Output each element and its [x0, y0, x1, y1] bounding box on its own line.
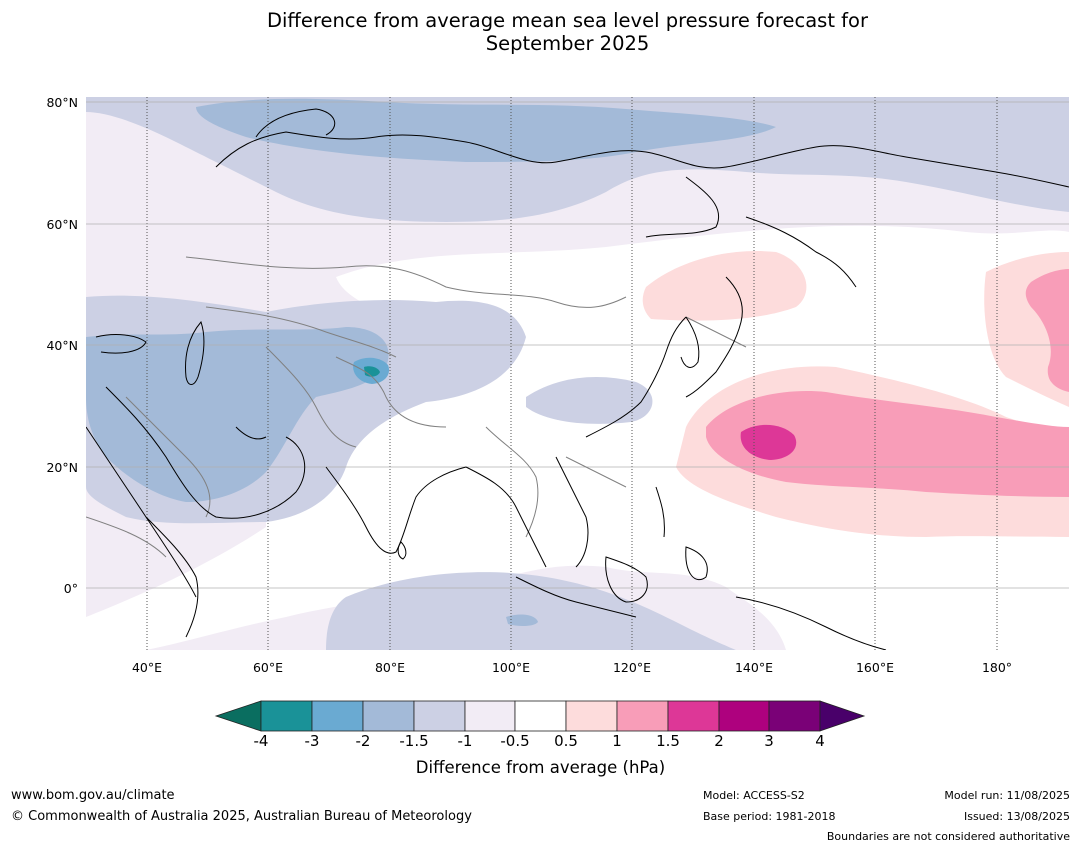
map-title: Difference from average mean sea level p… [0, 9, 1081, 55]
lon-label-180: 180° [981, 660, 1013, 675]
colorbar-tick: 1 [612, 732, 622, 750]
colorbar-label: Difference from average (hPa) [415, 758, 666, 777]
anomaly-region-plus-1-pacific-north [1025, 269, 1069, 392]
colorbar-segment-below-minus-4 [214, 700, 262, 732]
lon-label-140e: 140°E [734, 660, 773, 675]
lat-label-80n: 80°N [46, 95, 78, 110]
issued-text: Issued: 13/08/2025 [963, 810, 1070, 823]
colorbar-tick: -3 [304, 732, 320, 750]
colorbar-segment-minus-3-to-minus-2 [311, 700, 364, 732]
lat-label-0: 0° [63, 581, 78, 596]
anomaly-region-plus-0p5-northeast-asia [642, 251, 807, 321]
title-line-2: September 2025 [485, 32, 650, 55]
colorbar-tick: 1.5 [656, 732, 680, 750]
lon-label-160e: 160°E [855, 660, 894, 675]
colorbar-tick: -1.5 [399, 732, 429, 750]
anomaly-region-minus-1p5-indian-ocean [326, 572, 736, 650]
colorbar-tick: 2 [714, 732, 724, 750]
colorbar-segment-2-to-3 [718, 700, 770, 732]
colorbar-tick: 0.5 [554, 732, 578, 750]
lon-label-60e: 60°E [252, 660, 284, 675]
pressure-anomaly-map [86, 97, 1069, 650]
colorbar-segment-3-to-4 [768, 700, 821, 732]
title-line-1: Difference from average mean sea level p… [267, 9, 868, 32]
base-period-text: Base period: 1981-2018 [703, 810, 836, 823]
colorbar-segment-1-to-1p5 [616, 700, 669, 732]
colorbar-segment-minus-1p5-to-minus-1 [413, 700, 466, 732]
website-text: www.bom.gov.au/climate [11, 788, 175, 803]
colorbar-segment-0p5-to-1 [565, 700, 618, 732]
graticule-meridians [146, 97, 998, 650]
colorbar-segment-1p5-to-2 [667, 700, 720, 732]
lat-label-40n: 40°N [46, 338, 78, 353]
coastlines [86, 108, 1069, 650]
lon-label-80e: 80°E [374, 660, 406, 675]
colorbar [214, 700, 866, 732]
lon-label-120e: 120°E [612, 660, 651, 675]
colorbar-segment-above-4 [819, 700, 866, 732]
anomaly-region-minus-2-indian-ocean [506, 614, 538, 627]
colorbar-segment-minus-1-to-minus-0p5 [464, 700, 516, 732]
anomaly-region-plus-1-pacific [706, 391, 1069, 497]
lon-label-100e: 100°E [491, 660, 530, 675]
colorbar-segment-minus-0p5-to-0p5 [514, 700, 567, 732]
anomaly-region-minus-2-arctic [196, 98, 776, 162]
copyright-text: © Commonwealth of Australia 2025, Austra… [11, 809, 472, 824]
colorbar-segment-minus-4-to-minus-3 [260, 700, 313, 732]
colorbar-tick: -0.5 [500, 732, 530, 750]
disclaimer-text: Boundaries are not considered authoritat… [826, 830, 1070, 843]
graticule-parallels [86, 101, 1069, 589]
lat-label-20n: 20°N [46, 460, 78, 475]
colorbar-tick: -2 [355, 732, 371, 750]
model-text: Model: ACCESS-S2 [703, 789, 805, 802]
country-borders [86, 256, 747, 558]
anomaly-region-minus-2-arabia [86, 327, 389, 502]
colorbar-tick: 3 [764, 732, 774, 750]
anomaly-region-neutral-arabian-sea [266, 501, 428, 580]
map-canvas [86, 97, 1069, 650]
model-run-text: Model run: 11/08/2025 [944, 789, 1070, 802]
colorbar-tick: 4 [815, 732, 825, 750]
lat-label-60n: 60°N [46, 217, 78, 232]
colorbar-tick: -1 [457, 732, 473, 750]
lon-label-40e: 40°E [131, 660, 163, 675]
colorbar-segment-minus-2-to-minus-1p5 [362, 700, 415, 732]
anomaly-region-minus-1p5-china [526, 377, 653, 424]
colorbar-tick: -4 [253, 732, 269, 750]
anomaly-region-plus-1p5-pacific [740, 424, 797, 460]
